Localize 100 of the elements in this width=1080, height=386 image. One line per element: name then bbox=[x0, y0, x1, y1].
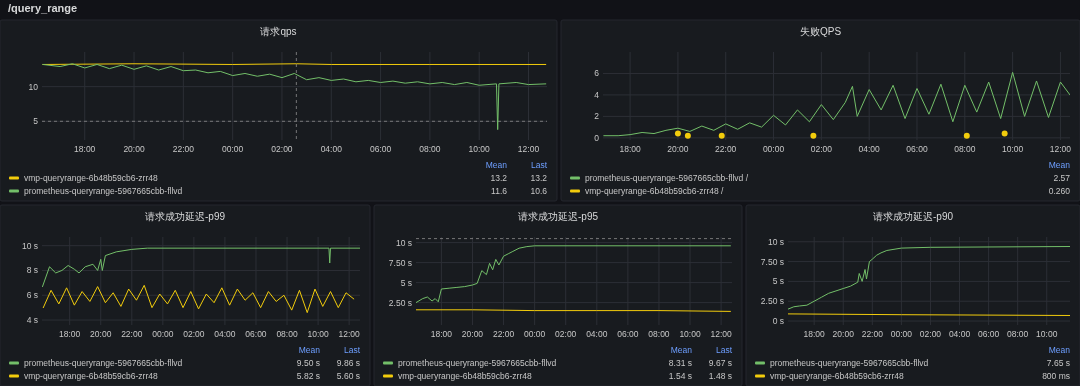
text: 11.6 bbox=[491, 186, 508, 196]
text: Mean bbox=[298, 345, 321, 355]
x-tick-label: 22:00 bbox=[172, 144, 195, 154]
x-tick-label: 02:00 bbox=[555, 329, 577, 339]
y-tick-label: 0 bbox=[594, 132, 600, 143]
x-tick-label: 10:00 bbox=[307, 329, 329, 339]
x-tick-label: 02:00 bbox=[919, 329, 942, 339]
x-tick-label: 12:00 bbox=[1049, 144, 1072, 154]
x-tick-label: 18:00 bbox=[619, 144, 641, 154]
x-tick-label: 04:00 bbox=[948, 329, 971, 339]
text: 9.50 s bbox=[296, 358, 320, 368]
x-tick-label: 04:00 bbox=[858, 144, 881, 154]
x-tick-label: 10:00 bbox=[1001, 144, 1024, 154]
y-tick-label: 10 s bbox=[395, 237, 412, 248]
text: Mean bbox=[1048, 345, 1071, 355]
legend-label: prometheus-queryrange-5967665cbb-fllvd bbox=[24, 186, 183, 196]
x-tick-label: 06:00 bbox=[906, 144, 928, 154]
x-tick-label: 06:00 bbox=[977, 329, 1000, 339]
x-tick-label: 12:00 bbox=[710, 329, 733, 339]
x-tick-label: 10:00 bbox=[679, 329, 701, 339]
text: 0.260 bbox=[1048, 186, 1071, 196]
y-tick-label: 10 s bbox=[767, 236, 784, 247]
x-tick-label: 00:00 bbox=[523, 329, 546, 339]
x-tick-label: 02:00 bbox=[810, 144, 833, 154]
x-tick-label: 06:00 bbox=[369, 144, 392, 154]
text: 9.67 s bbox=[708, 358, 732, 368]
x-tick-label: 08:00 bbox=[648, 329, 670, 339]
x-tick-label: 22:00 bbox=[121, 329, 143, 339]
y-tick-label: 5 bbox=[33, 116, 39, 127]
line-series bbox=[42, 284, 355, 314]
x-tick-label: 18:00 bbox=[74, 144, 96, 154]
y-tick-label: 7.50 s bbox=[388, 257, 412, 268]
legend-label: prometheus-queryrange-5967665cbb-fllvd bbox=[24, 358, 183, 368]
legend-label: prometheus-queryrange-5967665cbb-fllvd bbox=[770, 358, 929, 368]
y-tick-label: 0 s bbox=[772, 316, 784, 327]
legend-label: vmp-queryrange-6b48b59cb6-zrr48 bbox=[24, 371, 158, 381]
text: 10.6 bbox=[530, 186, 548, 196]
legend-label: prometheus-queryrange-5967665cbb-fllvd / bbox=[585, 173, 749, 183]
x-tick-label: 20:00 bbox=[123, 144, 145, 154]
x-tick-label: 00:00 bbox=[762, 144, 785, 154]
x-tick-label: 08:00 bbox=[276, 329, 298, 339]
x-tick-label: 04:00 bbox=[214, 329, 236, 339]
y-tick-label: 2 bbox=[594, 111, 600, 122]
y-tick-label: 7.50 s bbox=[760, 256, 784, 267]
x-tick-label: 20:00 bbox=[832, 329, 855, 339]
x-tick-label: 06:00 bbox=[245, 329, 267, 339]
legend-label: prometheus-queryrange-5967665cbb-fllvd bbox=[398, 358, 557, 368]
text: Last bbox=[530, 160, 548, 170]
text: Mean bbox=[485, 160, 508, 170]
y-tick-label: 6 bbox=[594, 68, 600, 79]
chart-title: 请求成功延迟-p90 bbox=[872, 211, 954, 222]
text: 5.60 s bbox=[336, 371, 360, 381]
y-tick-label: 8 s bbox=[26, 265, 38, 276]
y-tick-label: 10 s bbox=[21, 240, 38, 251]
text: Mean bbox=[1048, 160, 1071, 170]
x-tick-label: 22:00 bbox=[861, 329, 884, 339]
text: 13.2 bbox=[490, 173, 508, 183]
x-tick-label: 00:00 bbox=[222, 144, 244, 154]
chart-title: 请求成功延迟-p99 bbox=[144, 211, 226, 222]
text: 7.65 s bbox=[1046, 358, 1070, 368]
x-tick-label: 08:00 bbox=[954, 144, 976, 154]
text: 1.54 s bbox=[668, 371, 692, 381]
text: 13.2 bbox=[530, 173, 548, 183]
x-tick-label: 20:00 bbox=[461, 329, 484, 339]
y-tick-label: 2.50 s bbox=[760, 296, 784, 307]
x-tick-label: 20:00 bbox=[667, 144, 689, 154]
chart-title: 请求成功延迟-p95 bbox=[517, 211, 599, 222]
y-tick-label: 6 s bbox=[26, 290, 38, 301]
text: 9.86 s bbox=[336, 358, 360, 368]
legend-label: vmp-queryrange-6b48b59cb6-zrr48 / bbox=[585, 186, 725, 196]
text: Last bbox=[715, 345, 733, 355]
x-tick-label: 00:00 bbox=[152, 329, 174, 339]
x-tick-label: 20:00 bbox=[90, 329, 112, 339]
text: 2.57 bbox=[1053, 173, 1071, 183]
text: 5.82 s bbox=[296, 371, 320, 381]
x-tick-label: 04:00 bbox=[320, 144, 343, 154]
x-tick-label: 10:00 bbox=[1036, 329, 1058, 339]
x-tick-label: 02:00 bbox=[183, 329, 205, 339]
y-tick-label: 5 s bbox=[400, 277, 412, 288]
x-tick-label: 08:00 bbox=[1007, 329, 1029, 339]
y-tick-label: 10 bbox=[28, 81, 39, 92]
x-tick-label: 00:00 bbox=[890, 329, 913, 339]
text: Last bbox=[343, 345, 361, 355]
x-tick-label: 08:00 bbox=[419, 144, 441, 154]
x-tick-label: 10:00 bbox=[468, 144, 491, 154]
y-tick-label: 4 s bbox=[26, 315, 38, 326]
x-tick-label: 18:00 bbox=[430, 329, 453, 339]
x-tick-label: 04:00 bbox=[586, 329, 608, 339]
chart-title: 失败QPS bbox=[799, 26, 842, 37]
x-tick-label: 18:00 bbox=[803, 329, 826, 339]
legend-label: vmp-queryrange-6b48b59cb6-zrr48 bbox=[24, 173, 158, 183]
text: Mean bbox=[670, 345, 693, 355]
text: 8.31 s bbox=[668, 358, 692, 368]
y-tick-label: 5 s bbox=[772, 276, 784, 287]
text: /query_range bbox=[8, 2, 78, 14]
legend-label: vmp-queryrange-6b48b59cb6-zrr48 bbox=[770, 371, 904, 381]
x-tick-label: 12:00 bbox=[338, 329, 361, 339]
text: 1.48 s bbox=[708, 371, 732, 381]
chart-title: 请求qps bbox=[260, 26, 297, 37]
x-tick-label: 22:00 bbox=[492, 329, 515, 339]
